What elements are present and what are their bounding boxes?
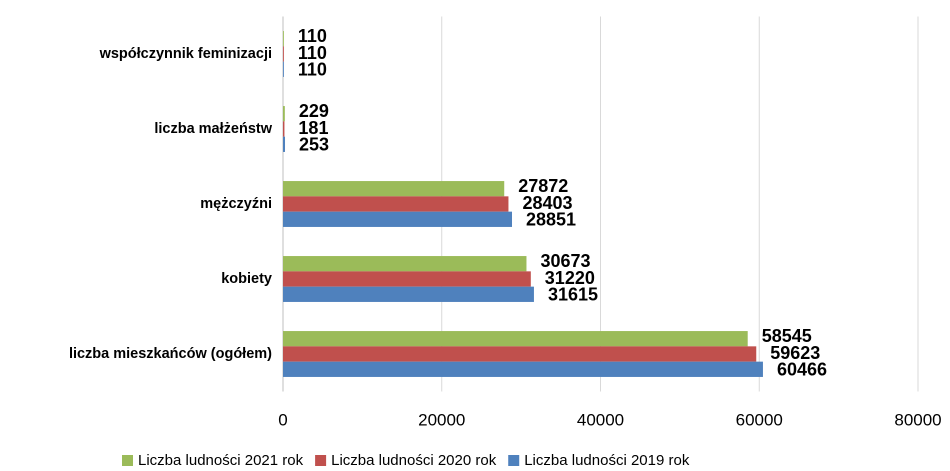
- bar: [283, 286, 534, 302]
- data-label: 253: [299, 135, 329, 155]
- legend-label: Liczba ludności 2021 rok: [138, 452, 304, 469]
- category-label: liczba małżeństw: [154, 121, 272, 137]
- bar: [283, 196, 509, 212]
- category-label: mężczyźni: [200, 196, 272, 212]
- x-tick-label: 80000: [894, 410, 941, 429]
- data-label: 110: [298, 43, 327, 63]
- data-label: 58545: [762, 326, 812, 346]
- legend-swatch: [508, 455, 520, 466]
- data-label: 30673: [540, 251, 590, 271]
- category-label: kobiety: [221, 271, 272, 287]
- bar: [283, 256, 527, 272]
- x-tick-label: 0: [278, 410, 287, 429]
- bar: [283, 181, 505, 197]
- bar: [283, 271, 531, 287]
- data-label: 110: [298, 60, 327, 80]
- data-label: 229: [299, 101, 329, 121]
- data-label: 27872: [518, 176, 568, 196]
- x-tick-label: 20000: [418, 410, 465, 429]
- category-label: liczba mieszkańców (ogółem): [69, 346, 272, 362]
- bar: [283, 361, 763, 377]
- bar: [283, 331, 748, 347]
- bar: [283, 61, 284, 77]
- bar: [283, 31, 284, 47]
- bar: [283, 46, 284, 62]
- bar: [283, 136, 286, 152]
- data-label: 59623: [770, 343, 820, 363]
- legend-label: Liczba ludności 2019 rok: [524, 452, 690, 469]
- data-label: 31220: [545, 268, 595, 288]
- data-label: 31615: [548, 285, 598, 305]
- bar: [283, 106, 285, 122]
- bar: [283, 121, 285, 137]
- data-label: 181: [298, 118, 328, 138]
- data-label: 28403: [522, 193, 572, 213]
- legend-swatch: [315, 455, 327, 466]
- data-label: 28851: [526, 210, 576, 230]
- legend-swatch: [122, 455, 133, 466]
- data-label: 110: [298, 26, 327, 46]
- legend-label: Liczba ludności 2020 rok: [331, 452, 497, 469]
- x-tick-label: 40000: [577, 410, 624, 429]
- category-label: współczynnik feminizacji: [99, 46, 272, 62]
- bar: [283, 346, 757, 362]
- bar: [283, 211, 513, 227]
- data-label: 60466: [777, 360, 827, 380]
- x-tick-label: 60000: [736, 410, 783, 429]
